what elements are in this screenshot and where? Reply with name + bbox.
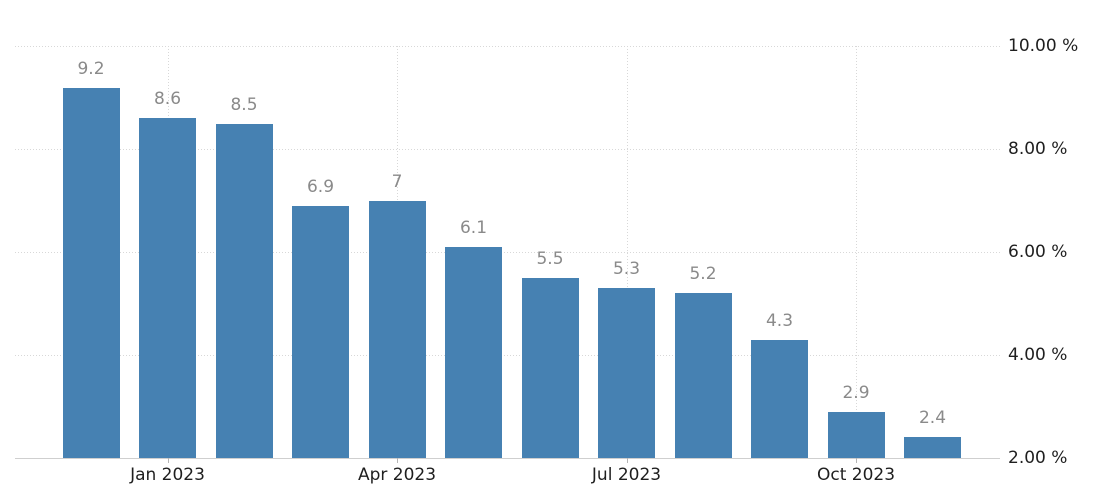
bar-value-label: 4.3 (765, 310, 794, 331)
h-gridline (15, 355, 1000, 357)
y-tick-label: 10.00 % (1008, 36, 1079, 57)
y-tick-label: 4.00 % (1008, 345, 1068, 366)
bar-value-label: 6.9 (306, 176, 335, 197)
h-gridline (15, 252, 1000, 254)
bar-value-label: 2.9 (842, 382, 870, 403)
y-tick-label: 6.00 % (1008, 242, 1068, 263)
bar[interactable] (521, 277, 579, 458)
x-tick-mark (856, 458, 857, 463)
bar[interactable] (139, 118, 196, 458)
x-tick-label: Jan 2023 (130, 465, 205, 485)
x-tick-mark (626, 458, 628, 463)
y-tick-label: 8.00 % (1008, 139, 1068, 160)
bar[interactable] (215, 123, 273, 458)
bar-value-label: 5.5 (536, 248, 564, 269)
bar[interactable] (368, 200, 426, 458)
bar[interactable] (674, 293, 732, 458)
bar[interactable] (292, 205, 349, 458)
bar-value-label: 6.1 (459, 218, 488, 239)
h-gridline (15, 46, 1000, 48)
x-tick-label: Apr 2023 (357, 465, 437, 485)
bar[interactable] (751, 339, 808, 458)
x-tick-mark (397, 458, 398, 463)
bar-value-label: 5.2 (689, 264, 717, 285)
x-tick-label: Jul 2023 (591, 465, 662, 485)
bar[interactable] (827, 411, 885, 458)
h-gridline (15, 149, 1000, 151)
bar-value-label: 5.3 (612, 259, 641, 280)
bar-value-label: 2.4 (918, 408, 947, 429)
bar-value-label: 8.6 (153, 89, 182, 110)
v-gridline (626, 46, 628, 458)
bar[interactable] (904, 437, 961, 458)
bar-value-label: 8.5 (230, 94, 258, 115)
bar[interactable] (62, 87, 120, 458)
v-gridline (856, 46, 857, 458)
bar-value-label: 9.2 (77, 58, 105, 79)
bar[interactable] (445, 247, 502, 458)
y-tick-label: 2.00 % (1008, 448, 1068, 468)
h-gridline (15, 458, 1000, 459)
x-tick-mark (167, 458, 169, 463)
bar-value-label: 7 (391, 171, 403, 192)
bar[interactable] (598, 288, 655, 458)
x-tick-label: Oct 2023 (816, 465, 896, 485)
